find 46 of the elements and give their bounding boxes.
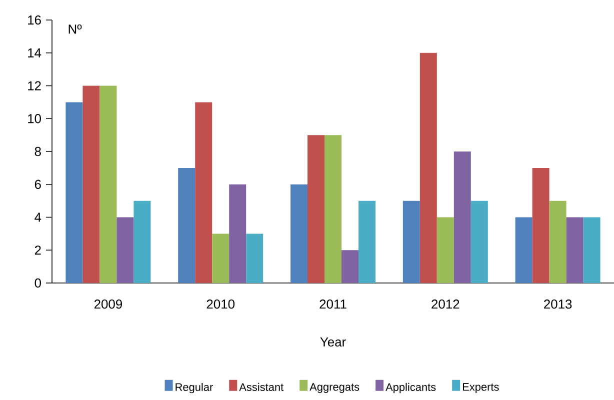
bar [402,200,420,283]
y-axis-title: Nº [68,24,82,34]
y-tick-label: 4 [34,212,42,222]
bar [549,200,566,283]
bar [134,200,151,283]
bar [246,234,264,283]
bar [454,152,471,283]
bar [324,135,342,283]
x-tick-label: 2009 [94,300,122,309]
bar [212,234,230,283]
y-tick-label: 16 [28,15,41,25]
bar [229,184,246,283]
y-tick-label: 6 [34,180,41,189]
bar [358,200,376,283]
bar [566,217,584,283]
bar [420,52,437,283]
x-tick-label: 2010 [206,300,234,309]
bar [195,102,212,283]
y-tick-label: 0 [34,278,41,288]
y-tick-label: 12 [28,81,41,90]
bar [532,168,550,283]
y-tick-label: 10 [28,114,41,124]
x-tick-label: 2012 [432,300,460,309]
bar [583,217,600,283]
x-tick-label: 2013 [544,300,572,309]
y-tick-label: 8 [34,146,41,156]
legend-label: Aggregats [310,383,360,393]
x-tick-label: 2011 [320,300,346,309]
bar [470,200,488,283]
legend-label: Applicants [386,382,436,394]
bar [178,168,196,283]
bar [308,135,324,283]
bar [436,217,454,283]
legend-label: Experts [462,383,499,393]
bar [342,250,358,283]
bar [515,217,532,283]
bar [116,217,134,283]
bar [290,184,308,283]
bar [82,86,100,283]
y-tick-label: 14 [28,48,42,58]
y-tick-label: 2 [34,246,41,255]
legend-label: Assistant [239,382,284,391]
bar [66,102,83,283]
bar [100,86,117,283]
legend-label: Regular [176,382,213,394]
x-axis-title: Year [320,338,346,347]
